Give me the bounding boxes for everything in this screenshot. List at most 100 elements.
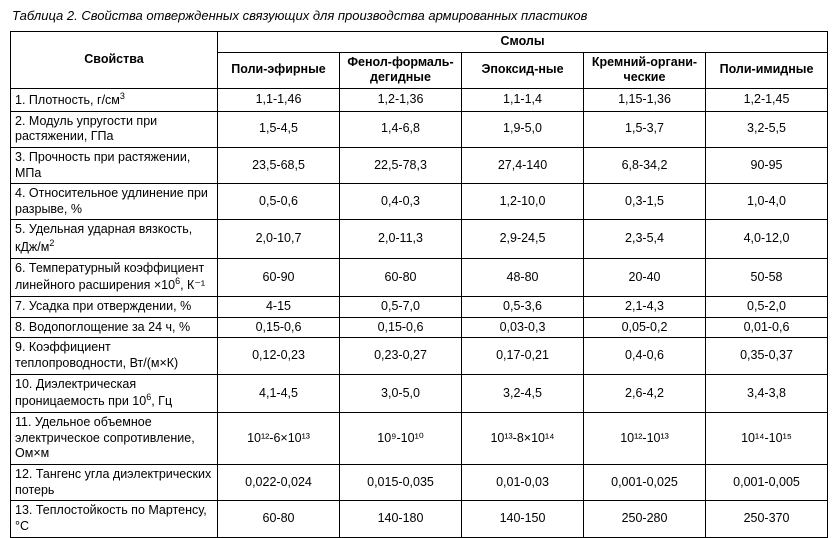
col-header-epoxy: Эпоксид-ные [462, 52, 584, 88]
value-cell: 60-80 [340, 258, 462, 296]
value-cell: 1,2-1,45 [706, 88, 828, 111]
value-cell: 10¹³-8×10¹⁴ [462, 413, 584, 465]
value-cell: 4,1-4,5 [218, 374, 340, 412]
property-label: 5. Удельная ударная вязкость, кДж/м [15, 222, 192, 254]
value-cell: 0,03-0,3 [462, 317, 584, 338]
property-label: 1. Плотность, г/см [15, 93, 120, 107]
value-cell: 60-80 [218, 501, 340, 537]
value-cell: 0,4-0,3 [340, 184, 462, 220]
property-label: 10. Диэлектрическая проницаемость при 10 [15, 377, 146, 409]
value-cell: 0,5-0,6 [218, 184, 340, 220]
value-cell: 1,5-3,7 [584, 111, 706, 147]
table-row: 13. Теплостойкость по Мартенсу, °С60-801… [11, 501, 828, 537]
table-row: 8. Водопоглощение за 24 ч, %0,15-0,60,15… [11, 317, 828, 338]
value-cell: 0,23-0,27 [340, 338, 462, 374]
value-cell: 3,2-4,5 [462, 374, 584, 412]
value-cell: 0,17-0,21 [462, 338, 584, 374]
value-cell: 3,0-5,0 [340, 374, 462, 412]
property-label: 3. Прочность при растяжении, МПа [15, 150, 190, 180]
value-cell: 140-150 [462, 501, 584, 537]
value-cell: 0,3-1,5 [584, 184, 706, 220]
table-row: 4. Относительное удлинение при разрыве, … [11, 184, 828, 220]
value-cell: 2,9-24,5 [462, 220, 584, 258]
col-header-properties: Свойства [11, 32, 218, 89]
value-cell: 2,6-4,2 [584, 374, 706, 412]
value-cell: 10¹²-6×10¹³ [218, 413, 340, 465]
value-cell: 250-280 [584, 501, 706, 537]
table-row: 9. Коэффициент теплопроводности, Вт/(м×К… [11, 338, 828, 374]
table-row: 6. Температурный коэффициент линейного р… [11, 258, 828, 296]
property-cell: 6. Температурный коэффициент линейного р… [11, 258, 218, 296]
value-cell: 6,8-34,2 [584, 147, 706, 183]
value-cell: 1,1-1,4 [462, 88, 584, 111]
property-label: 12. Тангенс угла диэлектрических потерь [15, 467, 211, 497]
table-row: 7. Усадка при отверждении, %4-150,5-7,00… [11, 297, 828, 318]
value-cell: 1,2-1,36 [340, 88, 462, 111]
value-cell: 60-90 [218, 258, 340, 296]
property-cell: 11. Удельное объемное электрическое сопр… [11, 413, 218, 465]
table-row: 10. Диэлектрическая проницаемость при 10… [11, 374, 828, 412]
value-cell: 0,01-0,6 [706, 317, 828, 338]
property-label: 13. Теплостойкость по Мартенсу, °С [15, 503, 207, 533]
property-label-suffix: , Гц [151, 395, 172, 409]
value-cell: 1,15-1,36 [584, 88, 706, 111]
property-label: 9. Коэффициент теплопроводности, Вт/(м×К… [15, 340, 178, 370]
value-cell: 2,3-5,4 [584, 220, 706, 258]
value-cell: 0,01-0,03 [462, 465, 584, 501]
property-cell: 7. Усадка при отверждении, % [11, 297, 218, 318]
value-cell: 3,2-5,5 [706, 111, 828, 147]
resin-properties-table: Свойства Смолы Поли-эфирные Фенол-формал… [10, 31, 828, 538]
value-cell: 1,5-4,5 [218, 111, 340, 147]
value-cell: 140-180 [340, 501, 462, 537]
value-cell: 250-370 [706, 501, 828, 537]
value-cell: 0,015-0,035 [340, 465, 462, 501]
property-cell: 13. Теплостойкость по Мартенсу, °С [11, 501, 218, 537]
property-cell: 2. Модуль упругости при растяжении, ГПа [11, 111, 218, 147]
value-cell: 22,5-78,3 [340, 147, 462, 183]
property-label: 2. Модуль упругости при растяжении, ГПа [15, 114, 157, 144]
value-cell: 0,5-2,0 [706, 297, 828, 318]
value-cell: 27,4-140 [462, 147, 584, 183]
value-cell: 0,12-0,23 [218, 338, 340, 374]
value-cell: 48-80 [462, 258, 584, 296]
value-cell: 2,0-10,7 [218, 220, 340, 258]
value-cell: 20-40 [584, 258, 706, 296]
table-row: 1. Плотность, г/см31,1-1,461,2-1,361,1-1… [11, 88, 828, 111]
property-cell: 1. Плотность, г/см3 [11, 88, 218, 111]
value-cell: 0,022-0,024 [218, 465, 340, 501]
property-label-sup: 3 [120, 91, 125, 101]
value-cell: 0,5-7,0 [340, 297, 462, 318]
value-cell: 0,35-0,37 [706, 338, 828, 374]
value-cell: 50-58 [706, 258, 828, 296]
value-cell: 10⁹-10¹⁰ [340, 413, 462, 465]
table-row: 2. Модуль упругости при растяжении, ГПа 1… [11, 111, 828, 147]
property-cell: 8. Водопоглощение за 24 ч, % [11, 317, 218, 338]
value-cell: 3,4-3,8 [706, 374, 828, 412]
value-cell: 2,1-4,3 [584, 297, 706, 318]
value-cell: 0,001-0,025 [584, 465, 706, 501]
col-header-polyimide: Поли-имидные [706, 52, 828, 88]
value-cell: 4,0-12,0 [706, 220, 828, 258]
col-header-polyester: Поли-эфирные [218, 52, 340, 88]
property-cell: 10. Диэлектрическая проницаемость при 10… [11, 374, 218, 412]
col-header-silicone: Кремний-органи-ческие [584, 52, 706, 88]
col-header-phenol: Фенол-формаль-дегидные [340, 52, 462, 88]
value-cell: 0,15-0,6 [340, 317, 462, 338]
value-cell: 0,5-3,6 [462, 297, 584, 318]
value-cell: 0,05-0,2 [584, 317, 706, 338]
table-caption: Таблица 2. Свойства отвержденных связующ… [12, 8, 827, 23]
property-cell: 12. Тангенс угла диэлектрических потерь [11, 465, 218, 501]
property-label: 4. Относительное удлинение при разрыве, … [15, 186, 208, 216]
table-row: 5. Удельная ударная вязкость, кДж/м22,0-… [11, 220, 828, 258]
value-cell: 90-95 [706, 147, 828, 183]
value-cell: 10¹²-10¹³ [584, 413, 706, 465]
value-cell: 0,15-0,6 [218, 317, 340, 338]
value-cell: 1,2-10,0 [462, 184, 584, 220]
value-cell: 2,0-11,3 [340, 220, 462, 258]
property-cell: 3. Прочность при растяжении, МПа [11, 147, 218, 183]
table-row: 12. Тангенс угла диэлектрических потерь0… [11, 465, 828, 501]
property-cell: 9. Коэффициент теплопроводности, Вт/(м×К… [11, 338, 218, 374]
table-row: 11. Удельное объемное электрическое сопр… [11, 413, 828, 465]
property-label-suffix: , К⁻¹ [180, 279, 205, 293]
value-cell: 0,4-0,6 [584, 338, 706, 374]
